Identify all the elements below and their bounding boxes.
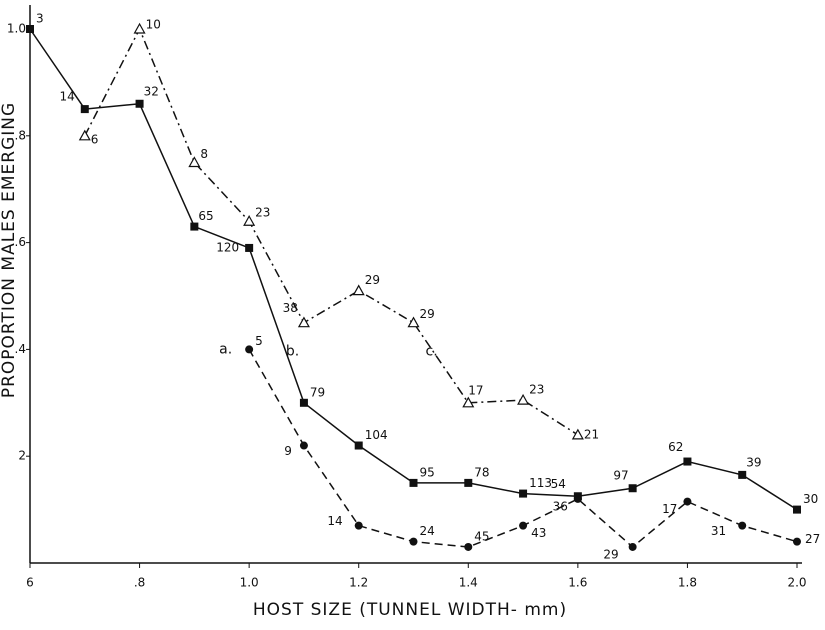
- point: [133, 22, 146, 34]
- point: [354, 521, 363, 530]
- point: [738, 470, 747, 479]
- point: [519, 489, 528, 498]
- x-tick-label: 2.0: [787, 576, 806, 590]
- x-axis-label: HOST SIZE (TUNNEL WIDTH- mm): [253, 600, 567, 620]
- point-label: 95: [420, 465, 435, 479]
- point-label: 8: [200, 147, 208, 161]
- point-label: 3: [36, 12, 44, 26]
- point-label: 29: [420, 307, 435, 321]
- x-tick-label: 1.4: [459, 576, 478, 590]
- point: [464, 542, 473, 551]
- point-label: 29: [365, 273, 380, 287]
- point: [243, 215, 256, 226]
- point: [409, 537, 418, 546]
- point-label: 23: [255, 206, 270, 220]
- point-label: 43: [531, 526, 546, 540]
- point-label: 14: [327, 514, 342, 528]
- point-label: 17: [662, 502, 677, 516]
- point-label: 29: [603, 547, 618, 561]
- point-label: 113: [529, 476, 552, 490]
- point-label: 10: [146, 18, 161, 32]
- point: [517, 393, 530, 405]
- point: [464, 478, 473, 487]
- point: [683, 457, 692, 466]
- point-label: 32: [144, 84, 159, 98]
- point: [354, 441, 363, 450]
- point: [793, 537, 801, 546]
- point-label: 120: [216, 240, 239, 254]
- point-label: 5: [255, 334, 263, 348]
- x-tick-label: .8: [134, 576, 145, 590]
- point: [80, 105, 89, 114]
- point: [299, 441, 308, 450]
- point: [299, 398, 308, 407]
- point: [407, 316, 420, 328]
- point-label: 78: [474, 465, 489, 479]
- point: [245, 243, 254, 252]
- point: [519, 521, 528, 530]
- y-tick-label: 1.0: [7, 22, 26, 36]
- point: [188, 156, 201, 168]
- point: [409, 478, 418, 487]
- point-label: 27: [805, 532, 820, 546]
- point: [462, 396, 475, 408]
- series-name: c.: [426, 343, 438, 359]
- point-label: 23: [529, 383, 544, 397]
- point: [793, 505, 801, 514]
- point-label: 65: [198, 209, 213, 223]
- y-tick-label: .6: [15, 235, 26, 249]
- point: [683, 497, 692, 506]
- point-label: 97: [613, 469, 628, 483]
- x-tick-label: 1.8: [678, 576, 697, 590]
- point: [245, 345, 254, 354]
- point: [135, 99, 144, 108]
- point: [573, 492, 582, 501]
- point-label: 36: [553, 499, 568, 513]
- point-label: 31: [711, 524, 726, 538]
- y-axis-label: PROPORTION MALES EMERGING: [0, 102, 19, 398]
- point-label: 38: [283, 301, 298, 315]
- x-tick-label: 1.6: [568, 576, 587, 590]
- point: [738, 521, 747, 530]
- point-label: 9: [284, 444, 292, 458]
- point: [628, 484, 637, 493]
- point-label: 39: [746, 455, 761, 469]
- point-label: 17: [468, 383, 483, 397]
- series-name: b.: [286, 343, 299, 359]
- point: [628, 542, 637, 551]
- point-label: 30: [803, 492, 818, 506]
- y-tick-label: .8: [15, 128, 26, 142]
- point: [190, 222, 199, 231]
- point-label: 62: [668, 440, 683, 454]
- point-label: 6: [91, 132, 99, 146]
- point-label: 21: [584, 427, 599, 441]
- series-line: [84, 27, 579, 436]
- point: [26, 25, 34, 33]
- point-label: 79: [310, 385, 325, 399]
- point-label: 54: [551, 477, 566, 491]
- point: [571, 428, 584, 440]
- point-label: 104: [365, 428, 388, 442]
- series-line: [29, 28, 798, 511]
- point: [352, 284, 365, 296]
- y-tick-label: 2: [18, 449, 26, 463]
- series-name: a.: [219, 341, 232, 357]
- point: [297, 316, 310, 328]
- point-label: 24: [420, 524, 435, 538]
- point: [78, 129, 91, 141]
- point-label: 45: [474, 529, 489, 543]
- x-tick-label: 1.2: [349, 576, 368, 590]
- x-tick-label: 1.0: [240, 576, 259, 590]
- y-tick-label: .4: [15, 342, 26, 356]
- point-label: 14: [60, 90, 75, 104]
- x-tick-label: 6: [26, 576, 34, 590]
